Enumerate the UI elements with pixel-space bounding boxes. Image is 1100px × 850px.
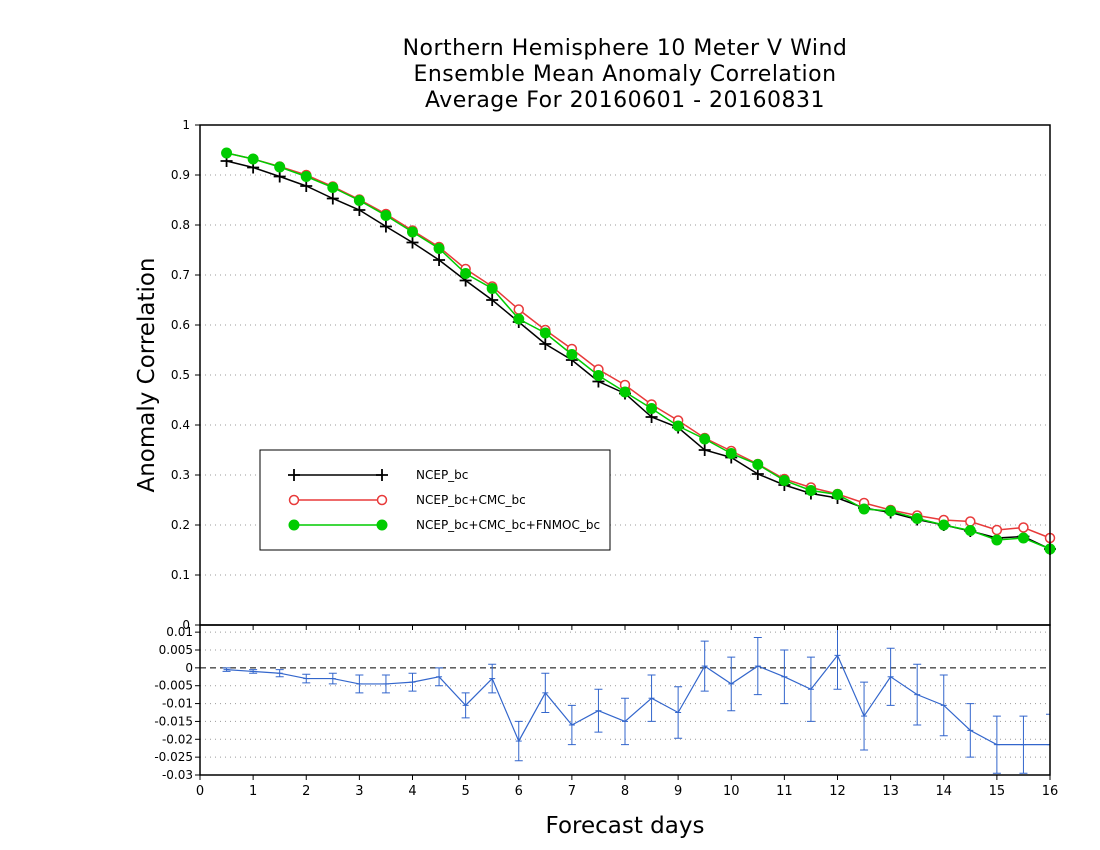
data-point [700,434,710,444]
y-tick-label: 0.1 [171,568,190,582]
y-tick-label: 0.8 [171,218,190,232]
legend-label: NCEP_bc [416,468,468,482]
data-point [939,520,949,530]
data-point [290,496,299,505]
data-point [1018,533,1028,543]
data-point [620,387,630,397]
x-tick-label: 2 [302,784,310,799]
data-point [354,196,364,206]
x-tick-label: 0 [196,784,204,799]
data-point [966,517,975,526]
y-tick-label: 0.5 [171,368,190,382]
y-tick-label: 0 [185,661,193,675]
x-tick-label: 6 [515,784,523,799]
data-point [992,526,1001,535]
data-point [381,211,391,221]
data-point [859,504,869,514]
data-point [487,284,497,294]
y-tick-label: -0.03 [162,768,193,782]
data-point [327,193,339,205]
data-point [779,476,789,486]
x-tick-label: 14 [935,784,952,799]
x-tick-label: 7 [568,784,576,799]
data-point [567,350,577,360]
data-point [275,162,285,172]
y-tick-label: 1 [182,118,190,132]
data-point [378,496,387,505]
data-point [461,269,471,279]
data-point [593,371,603,381]
data-point [886,506,896,516]
x-tick-label: 3 [355,784,363,799]
y-tick-label: 0.9 [171,168,190,182]
y-tick-label: -0.015 [154,714,193,728]
data-point [726,449,736,459]
data-point [673,421,683,431]
y-tick-label: 0.01 [166,625,193,639]
series-line [227,655,1050,744]
bottom-panel-series [223,621,1054,775]
y-tick-label: -0.025 [154,750,193,764]
legend-label: NCEP_bc+CMC_bc+FNMOC_bc [416,518,600,532]
data-point [433,254,445,266]
data-point [965,526,975,536]
y-tick-label: 0.005 [159,643,193,657]
y-tick-label: 0.4 [171,418,190,432]
data-point [912,514,922,524]
x-tick-label: 4 [408,784,416,799]
y-tick-label: -0.005 [154,679,193,693]
x-tick-label: 9 [674,784,682,799]
data-point [407,237,419,249]
data-point [806,486,816,496]
data-point [514,305,523,314]
data-point [434,244,444,254]
data-point [540,328,550,338]
data-point [992,535,1002,545]
data-point [222,148,232,158]
data-point [753,460,763,470]
y-tick-label: 0.7 [171,268,190,282]
data-point [301,172,311,182]
y-tick-label: 0.3 [171,468,190,482]
x-tick-label: 13 [882,784,899,799]
data-point [289,520,299,530]
y-tick-label: 0.6 [171,318,190,332]
data-point [833,490,843,500]
x-tick-label: 5 [461,784,469,799]
data-point [380,221,392,233]
data-point [514,314,524,324]
y-axis-label: Anomaly Correlation [134,257,160,492]
legend-label: NCEP_bc+CMC_bc [416,493,526,507]
x-tick-label: 11 [776,784,793,799]
data-point [1019,523,1028,532]
data-point [408,227,418,237]
data-point [647,404,657,414]
data-point [328,183,338,193]
data-point [377,520,387,530]
x-tick-label: 10 [723,784,740,799]
x-tick-label: 16 [1042,784,1059,799]
data-point [248,154,258,164]
x-axis-label: Forecast days [546,813,705,839]
legend: NCEP_bc NCEP_bc+CMC_bc NCEP_bc+CMC_bc+FNMO… [260,450,610,550]
y-tick-label: -0.02 [162,732,193,746]
y-tick-label: 0.2 [171,518,190,532]
chart-canvas: 00.10.20.30.40.50.60.70.80.910.010.0050-… [0,0,1100,850]
difference-series [223,621,1054,775]
y-tick-label: -0.01 [162,697,193,711]
x-tick-label: 15 [989,784,1006,799]
x-tick-label: 8 [621,784,629,799]
x-tick-label: 12 [829,784,846,799]
x-tick-label: 1 [249,784,257,799]
